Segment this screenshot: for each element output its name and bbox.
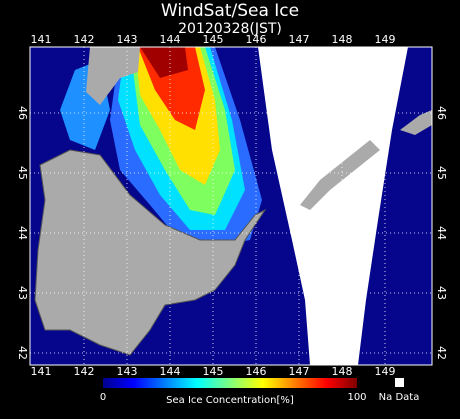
ice-darkred (140, 47, 188, 78)
lon-label-bottom: 143 (117, 365, 138, 378)
land-hokkaido (34, 149, 267, 356)
lat-label-right: 46 (435, 106, 448, 120)
lon-label-bottom: 147 (289, 365, 310, 378)
lon-label-bottom: 144 (160, 365, 181, 378)
lon-label-top: 141 (31, 33, 52, 46)
land-kurils (300, 140, 380, 210)
lat-label-left: 43 (16, 286, 29, 300)
lon-label-top: 143 (117, 33, 138, 46)
lon-label-top: 147 (289, 33, 310, 46)
lon-label-bottom: 148 (332, 365, 353, 378)
title: WindSat/Sea Ice (161, 1, 299, 21)
land-sakhalin (86, 47, 140, 105)
subtitle: 20120328(JST) (178, 21, 282, 37)
no-data-swatch (395, 378, 404, 387)
lon-label-top: 146 (246, 33, 267, 46)
lon-label-bottom: 142 (74, 365, 95, 378)
lat-label-right: 42 (435, 346, 448, 360)
colorbar-title: Sea Ice Concentration[%] (166, 395, 294, 406)
colorbar-min: 0 (100, 392, 106, 403)
lon-label-bottom: 145 (203, 365, 224, 378)
lat-label-left: 44 (16, 226, 29, 240)
frame (29, 46, 433, 366)
graticule (30, 47, 432, 365)
lon-label-bottom: 146 (246, 365, 267, 378)
lon-label-top: 149 (375, 33, 396, 46)
lon-label-top: 145 (203, 33, 224, 46)
lat-label-left: 42 (16, 346, 29, 360)
no-data-label: Na Data (379, 392, 420, 403)
colorbar (103, 378, 357, 388)
lon-label-bottom: 149 (375, 365, 396, 378)
colorbar-max: 100 (347, 392, 366, 403)
no-data-swath (258, 47, 408, 365)
lat-label-right: 43 (435, 286, 448, 300)
lon-label-top: 144 (160, 33, 181, 46)
lat-label-right: 45 (435, 166, 448, 180)
lat-label-right: 44 (435, 226, 448, 240)
lat-label-left: 46 (16, 106, 29, 120)
land-kurils-east (400, 110, 432, 135)
lon-label-top: 148 (332, 33, 353, 46)
lat-label-left: 45 (16, 166, 29, 180)
lon-label-bottom: 141 (31, 365, 52, 378)
map-area (30, 47, 432, 365)
lon-label-top: 142 (74, 33, 95, 46)
